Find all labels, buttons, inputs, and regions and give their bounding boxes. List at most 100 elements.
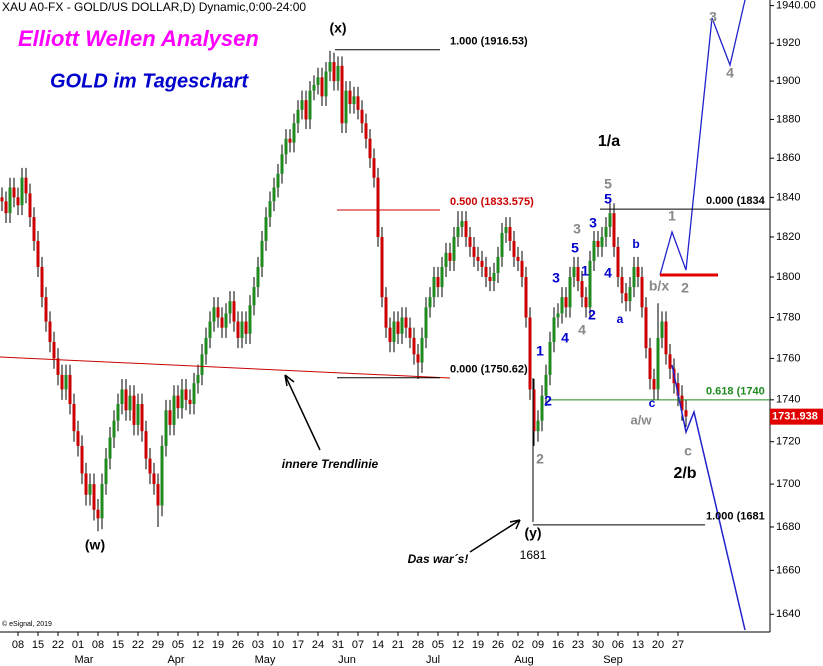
candle-body [192, 383, 196, 404]
y-tick-label: 1640 [776, 608, 800, 620]
candle-body [584, 297, 588, 308]
x-tick-label: 10 [272, 639, 284, 651]
x-tick-label: 15 [32, 639, 44, 651]
fib-label: 1.000 (1916.53) [450, 36, 528, 48]
projection-up [659, 0, 746, 276]
candle-body [100, 484, 104, 519]
y-tick-label: 1840 [776, 191, 800, 203]
candle-body [364, 123, 368, 139]
candle-body [428, 297, 432, 308]
candle-body [68, 374, 72, 404]
candle-body [40, 266, 44, 298]
candle-body [292, 123, 296, 143]
candle-body [304, 100, 308, 120]
candle-body [120, 389, 124, 404]
candle-body [488, 276, 492, 282]
candle-body [128, 395, 132, 411]
candle-body [456, 227, 460, 237]
candle-body [80, 445, 84, 474]
candle-body [368, 138, 372, 159]
candle-body [384, 297, 388, 328]
candle-body [564, 297, 568, 308]
candle-body [228, 301, 232, 314]
candle-body [536, 420, 540, 432]
candle-body [204, 337, 208, 355]
candle-body [252, 287, 256, 306]
candle-body [332, 62, 336, 82]
wave-label: 1 [536, 343, 544, 359]
candle-body [648, 348, 652, 380]
candle-body [308, 90, 312, 120]
candle-body [296, 109, 300, 124]
y-tick-label: 1920 [776, 37, 800, 49]
candle-body [224, 313, 228, 328]
candle-body [244, 321, 248, 334]
candle-body [20, 177, 24, 206]
x-tick-label: 03 [252, 639, 264, 651]
month-label: Mar [75, 654, 94, 666]
candle-body [416, 354, 420, 363]
candle-body [548, 341, 552, 375]
candle-body [12, 187, 16, 198]
wave-label: 2/b [673, 465, 696, 482]
arrow [469, 519, 521, 553]
wave-label: 4 [604, 265, 612, 281]
candle-body [140, 403, 144, 432]
candle-body [504, 227, 508, 233]
candle-body [136, 403, 140, 425]
candle-body [344, 90, 348, 124]
wave-label: b/x [649, 278, 669, 294]
y-tick-label: 1720 [776, 436, 800, 448]
candle-body [468, 236, 472, 247]
fib-label: 0.500 (1833.575) [450, 196, 534, 208]
candle-body [632, 266, 636, 288]
candle-body [96, 509, 100, 519]
x-tick-label: 15 [112, 639, 124, 651]
month-label: Jun [338, 654, 356, 666]
candle-body [316, 77, 320, 85]
x-tick-label: 26 [492, 639, 504, 651]
candle-body [664, 321, 668, 355]
x-tick-label: 07 [352, 639, 364, 651]
candle-body [620, 276, 624, 294]
x-tick-label: 13 [632, 639, 644, 651]
candle-body [412, 337, 416, 355]
wave-label: b [632, 237, 639, 251]
wave-label: 2 [544, 393, 552, 409]
x-tick-label: 29 [152, 639, 164, 651]
candle-body [256, 266, 260, 288]
fib-label: 1.000 (1681 [706, 511, 765, 523]
candle-body [76, 431, 80, 446]
candle-body [516, 256, 520, 261]
candle-body [440, 266, 444, 288]
x-tick-label: 12 [452, 639, 464, 651]
candle-body [560, 297, 564, 314]
wave-label: 2 [588, 307, 596, 323]
candle-body [376, 177, 380, 237]
x-tick-label: 20 [652, 639, 664, 651]
wave-label: 2 [536, 451, 544, 467]
candle-body [624, 293, 628, 302]
candle-body [612, 213, 616, 247]
candle-body [64, 374, 68, 390]
x-tick-label: 05 [432, 639, 444, 651]
candle-body [104, 458, 108, 485]
candle-body [164, 410, 168, 446]
candle-body [196, 374, 200, 384]
x-tick-label: 02 [512, 639, 524, 651]
chart-title: Elliott Wellen Analysen [18, 26, 259, 51]
candle-body [436, 276, 440, 288]
candle-body [0, 197, 4, 202]
x-tick-label: 30 [592, 639, 604, 651]
candle-body [628, 287, 632, 302]
candle-body [676, 383, 680, 396]
candle-body [640, 276, 644, 308]
candle-body [32, 217, 36, 241]
trend-line [0, 356, 451, 379]
month-label: Aug [514, 654, 534, 666]
candle-body [340, 65, 344, 124]
candle-body [496, 256, 500, 273]
candle-body [92, 484, 96, 510]
wave-label: 4 [726, 65, 734, 81]
candle-body [320, 77, 324, 97]
